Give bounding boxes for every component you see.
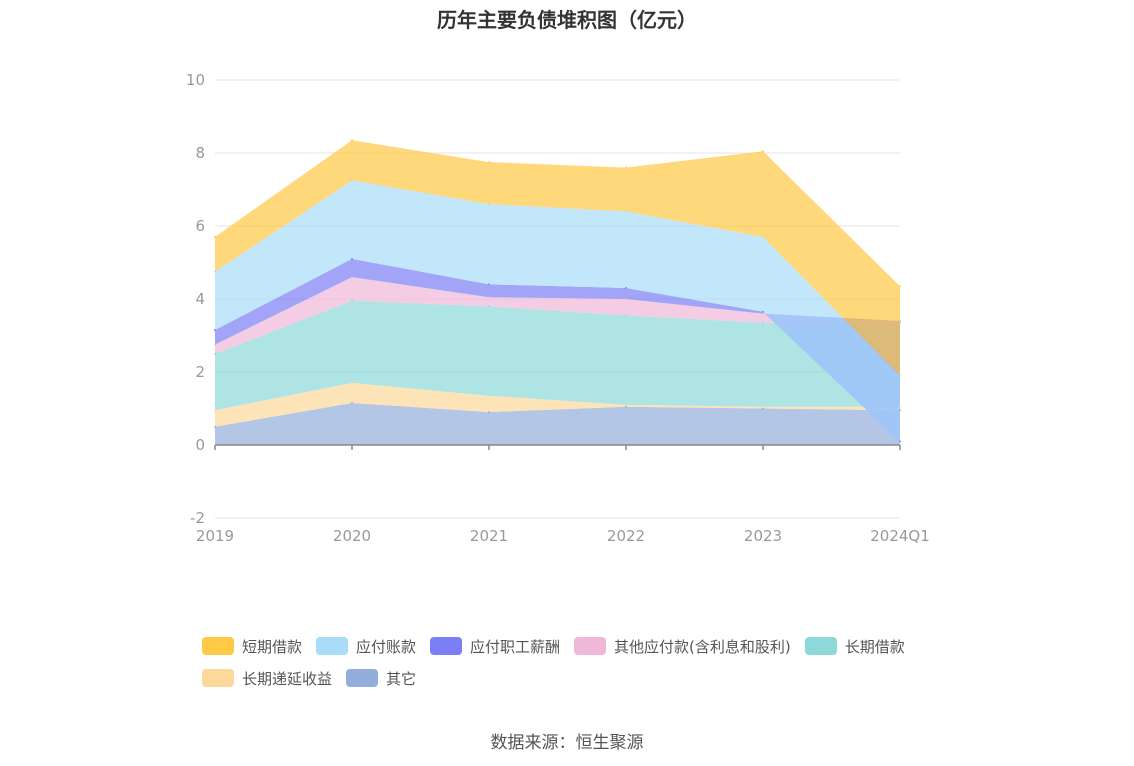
x-tick-label: 2022 xyxy=(607,527,645,545)
legend-item-other-payables[interactable]: 其他应付款(含利息和股利) xyxy=(574,636,791,657)
data-point xyxy=(214,425,216,428)
legend-row-2: 长期递延收益 其它 xyxy=(202,662,962,694)
data-point xyxy=(899,374,901,377)
data-point xyxy=(214,343,216,346)
data-point xyxy=(351,299,353,302)
stacked-area-chart: -2 0 2 4 6 8 10 2019 2020 2021 2022 2023 2024Q1 xyxy=(186,71,930,545)
y-tick-label: 6 xyxy=(195,217,205,235)
data-point xyxy=(625,405,627,408)
data-point xyxy=(899,409,901,412)
legend-item-short-term-loans[interactable]: 短期借款 xyxy=(202,636,302,657)
y-tick-label: 4 xyxy=(195,290,205,308)
data-point xyxy=(762,321,764,324)
area-series xyxy=(215,258,900,442)
data-point xyxy=(351,276,353,279)
x-tick-label: 2020 xyxy=(333,527,371,545)
area-series xyxy=(215,300,900,411)
data-point xyxy=(351,381,353,384)
data-point xyxy=(899,440,901,443)
data-point xyxy=(214,409,216,412)
data-point xyxy=(488,411,490,414)
legend-swatch xyxy=(346,669,379,687)
data-point xyxy=(625,403,627,406)
data-point xyxy=(899,321,901,324)
data-point xyxy=(762,405,764,408)
x-tick-label: 2019 xyxy=(196,527,234,545)
y-tick-label: 8 xyxy=(195,144,205,162)
y-tick-label: 10 xyxy=(186,71,205,89)
y-tick-label: 2 xyxy=(195,363,205,381)
legend-row-1: 短期借款 应付账款 应付职工薪酬 其他应付款(含利息和股利) 长期借款 xyxy=(202,630,962,662)
data-point xyxy=(625,210,627,213)
legend-item-other[interactable]: 其它 xyxy=(346,668,416,689)
data-point xyxy=(214,329,216,331)
legend-swatch xyxy=(316,637,349,655)
legend: 短期借款 应付账款 应付职工薪酬 其他应付款(含利息和股利) 长期借款 长期递延… xyxy=(202,630,962,694)
data-point xyxy=(351,257,353,260)
legend-label: 应付账款 xyxy=(356,637,417,656)
legend-item-deferred-income[interactable]: 长期递延收益 xyxy=(202,668,332,689)
legend-swatch xyxy=(804,637,837,655)
legend-swatch xyxy=(202,637,234,655)
x-tick-label: 2024Q1 xyxy=(870,527,930,545)
data-point xyxy=(351,402,353,404)
area-series xyxy=(215,277,900,354)
data-point xyxy=(488,305,490,308)
data-point xyxy=(214,270,216,273)
legend-label: 其他应付款(含利息和股利) xyxy=(614,637,791,656)
legend-item-employee-pay[interactable]: 应付职工薪酬 xyxy=(430,636,560,657)
data-point xyxy=(762,236,764,238)
data-point xyxy=(899,319,901,322)
data-point xyxy=(625,287,627,289)
legend-item-long-term-loans[interactable]: 长期借款 xyxy=(804,636,905,657)
legend-label: 其它 xyxy=(386,669,417,688)
data-point xyxy=(625,314,627,317)
data-point xyxy=(351,139,353,142)
data-point xyxy=(762,407,764,410)
x-tick-label: 2021 xyxy=(470,527,508,545)
data-point xyxy=(214,235,216,238)
data-point xyxy=(899,405,901,408)
data-point xyxy=(351,179,353,182)
chart-title: 历年主要负债堆积图（亿元） xyxy=(437,8,697,32)
data-point xyxy=(488,394,490,397)
data-point xyxy=(488,161,490,164)
legend-item-accounts-payable[interactable]: 应付账款 xyxy=(316,636,416,657)
data-point xyxy=(214,352,216,355)
area-series xyxy=(215,382,900,427)
data-point xyxy=(488,203,490,206)
x-tick-label: 2023 xyxy=(744,527,782,545)
legend-label: 长期借款 xyxy=(844,637,905,656)
area-series xyxy=(215,403,900,445)
legend-label: 应付职工薪酬 xyxy=(470,637,561,656)
data-point xyxy=(625,298,627,300)
data-point xyxy=(762,312,764,315)
source-note: 数据来源：恒生聚源 xyxy=(490,733,644,753)
area-series xyxy=(215,140,900,376)
area-series xyxy=(215,180,900,442)
legend-label: 短期借款 xyxy=(242,637,303,656)
data-point xyxy=(488,296,490,299)
legend-swatch xyxy=(574,637,607,655)
data-point xyxy=(762,150,764,153)
data-point xyxy=(625,166,627,169)
legend-swatch xyxy=(202,669,234,687)
y-tick-label: 0 xyxy=(195,436,205,454)
data-point xyxy=(488,283,490,286)
legend-label: 长期递延收益 xyxy=(242,669,333,688)
data-point xyxy=(899,285,901,288)
data-point xyxy=(762,310,764,313)
y-tick-label: -2 xyxy=(190,509,205,527)
legend-swatch xyxy=(430,637,463,655)
